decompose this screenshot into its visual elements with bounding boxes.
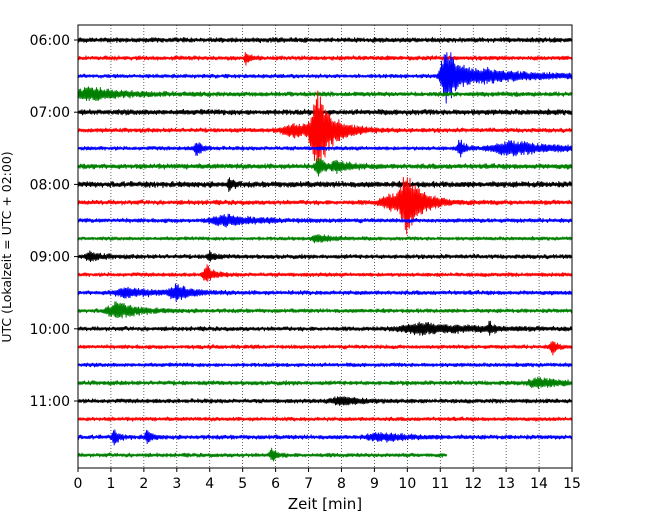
x-tick-label: 7 bbox=[304, 476, 313, 492]
trace-1145 bbox=[77, 447, 448, 462]
x-axis-label: Zeit [min] bbox=[288, 495, 362, 513]
x-tick-label: 0 bbox=[74, 476, 83, 492]
trace-1045 bbox=[77, 376, 573, 390]
x-axis-ticks: 0 1 2 3 4 5 6 7 8 9 10 11 12 13 14 15 bbox=[74, 468, 581, 492]
trace-0800 bbox=[77, 177, 573, 192]
y-tick-label: 08:00 bbox=[30, 177, 70, 193]
trace-1015 bbox=[77, 341, 573, 356]
x-tick-label: 15 bbox=[563, 476, 581, 492]
trace-0645 bbox=[77, 86, 573, 102]
x-tick-label: 4 bbox=[205, 476, 214, 492]
plot-frame bbox=[77, 24, 573, 469]
x-tick-label: 11 bbox=[431, 476, 449, 492]
y-tick-label: 11:00 bbox=[30, 394, 70, 410]
trace-0930 bbox=[77, 283, 573, 302]
trace-1100 bbox=[77, 396, 573, 406]
trace-0615 bbox=[77, 51, 573, 66]
y-axis-label: UTC (Lokalzeit = UTC + 02:00) bbox=[0, 151, 14, 342]
trace-0900 bbox=[77, 250, 573, 263]
trace-0730 bbox=[77, 139, 573, 158]
y-tick-label: 07:00 bbox=[30, 105, 70, 121]
x-tick-label: 13 bbox=[497, 476, 515, 492]
trace-0630 bbox=[77, 52, 573, 104]
trace-0815 bbox=[77, 177, 573, 235]
seismic-traces bbox=[77, 36, 573, 462]
x-tick-label: 1 bbox=[106, 476, 115, 492]
x-tick-label: 14 bbox=[530, 476, 548, 492]
trace-0830 bbox=[77, 213, 573, 228]
x-tick-label: 12 bbox=[464, 476, 482, 492]
x-tick-label: 9 bbox=[370, 476, 379, 492]
trace-0600 bbox=[77, 36, 573, 44]
trace-1030 bbox=[77, 362, 573, 368]
trace-0845 bbox=[77, 234, 573, 244]
trace-0745 bbox=[77, 157, 573, 177]
trace-1130 bbox=[77, 429, 573, 446]
trace-0715 bbox=[77, 90, 573, 165]
x-tick-label: 8 bbox=[337, 476, 346, 492]
y-tick-label: 09:00 bbox=[30, 250, 70, 266]
y-tick-label: 10:00 bbox=[30, 322, 70, 338]
trace-0945 bbox=[77, 301, 573, 319]
x-tick-label: 10 bbox=[398, 476, 416, 492]
y-tick-label: 06:00 bbox=[30, 33, 70, 49]
x-tick-label: 6 bbox=[271, 476, 280, 492]
trace-1000 bbox=[77, 320, 573, 336]
trace-0915 bbox=[77, 264, 573, 282]
x-tick-label: 5 bbox=[238, 476, 247, 492]
y-axis-ticks: 06:00 07:00 08:00 09:00 10:00 11:00 bbox=[30, 33, 78, 410]
trace-1115 bbox=[77, 416, 573, 422]
grid-lines bbox=[110, 25, 540, 468]
trace-0700 bbox=[77, 108, 573, 116]
x-tick-label: 2 bbox=[139, 476, 148, 492]
x-tick-label: 3 bbox=[172, 476, 181, 492]
